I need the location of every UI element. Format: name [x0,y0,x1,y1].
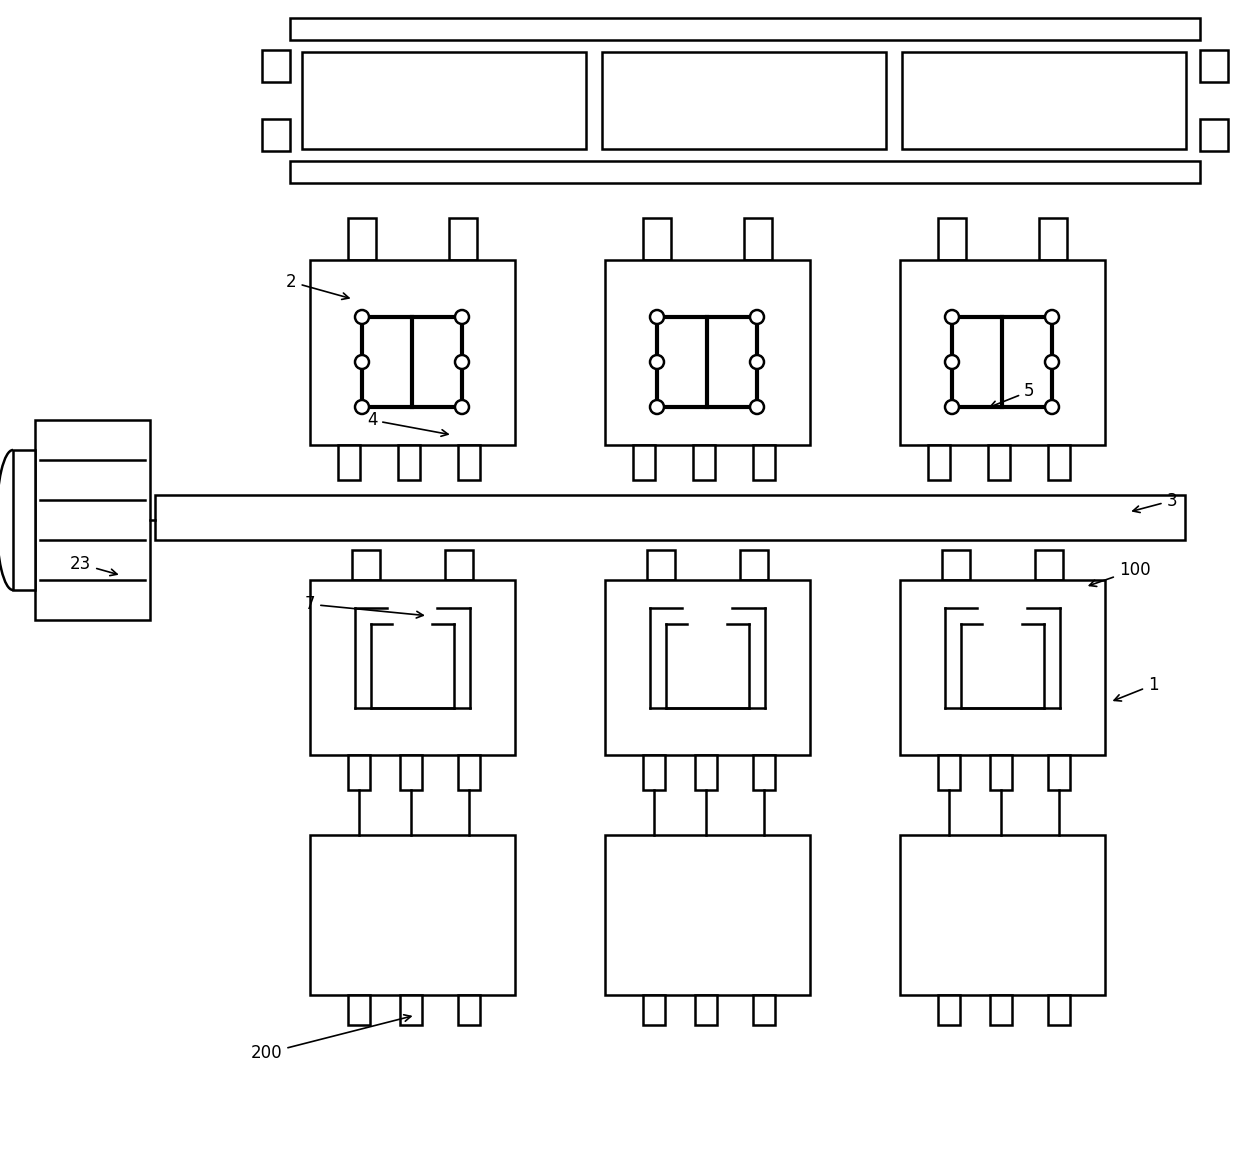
Circle shape [355,310,370,323]
Bar [35,420,150,620]
Bar [1048,445,1070,480]
Text: 1: 1 [1114,676,1158,701]
Bar [1035,550,1063,580]
Bar [348,218,376,260]
Bar [694,994,717,1026]
Bar [632,445,655,480]
Bar [647,550,675,580]
Bar [458,994,480,1026]
Circle shape [455,355,469,369]
Bar [458,755,480,790]
Bar [348,755,370,790]
Bar [1200,119,1228,151]
Bar [937,994,960,1026]
Bar [1039,218,1066,260]
Bar [990,994,1012,1026]
Bar [937,755,960,790]
Bar [362,317,463,407]
Bar [694,755,717,790]
Bar [445,550,472,580]
Circle shape [945,355,959,369]
Bar [401,755,422,790]
Circle shape [1045,401,1059,414]
Bar [601,52,887,148]
Bar [644,218,671,260]
Bar [753,755,775,790]
Circle shape [750,355,764,369]
Bar [740,550,768,580]
Bar [900,834,1105,994]
Bar [155,495,1185,540]
Bar [290,161,1200,183]
Bar [401,994,422,1026]
Bar [310,260,515,445]
Bar [952,317,1052,407]
Text: 5: 5 [990,382,1034,407]
Circle shape [355,355,370,369]
Bar [693,445,715,480]
Text: 200: 200 [250,1015,410,1062]
Bar [753,445,775,480]
Bar [290,18,1200,40]
Circle shape [650,310,663,323]
Bar [753,994,775,1026]
Bar [744,218,773,260]
Bar [644,994,665,1026]
Bar [942,550,970,580]
Circle shape [750,310,764,323]
Circle shape [355,401,370,414]
Bar [339,445,360,480]
Bar [310,580,515,755]
Bar [928,445,950,480]
Bar [352,550,379,580]
Circle shape [750,401,764,414]
Bar [605,260,810,445]
Text: 23: 23 [69,555,117,576]
Bar [1200,49,1228,82]
Circle shape [650,355,663,369]
Text: 2: 2 [286,273,348,299]
Circle shape [1045,310,1059,323]
Text: 100: 100 [1090,561,1151,587]
Circle shape [1045,355,1059,369]
Bar [900,260,1105,445]
Circle shape [945,401,959,414]
Bar [937,218,966,260]
Circle shape [945,310,959,323]
Bar [605,834,810,994]
Bar [458,445,480,480]
Bar [990,755,1012,790]
Bar [1048,994,1070,1026]
Bar [1048,755,1070,790]
Bar [12,450,35,590]
Text: 7: 7 [305,595,423,618]
Bar [449,218,477,260]
Text: 4: 4 [367,411,448,436]
Bar [657,317,756,407]
Bar [262,49,290,82]
Bar [900,580,1105,755]
Bar [310,834,515,994]
Bar [988,445,1011,480]
Bar [348,994,370,1026]
Circle shape [650,401,663,414]
Bar [901,52,1185,148]
Circle shape [455,310,469,323]
Bar [303,52,587,148]
Circle shape [455,401,469,414]
Text: 3: 3 [1133,491,1177,512]
Bar [605,580,810,755]
Bar [262,119,290,151]
Bar [398,445,420,480]
Bar [644,755,665,790]
